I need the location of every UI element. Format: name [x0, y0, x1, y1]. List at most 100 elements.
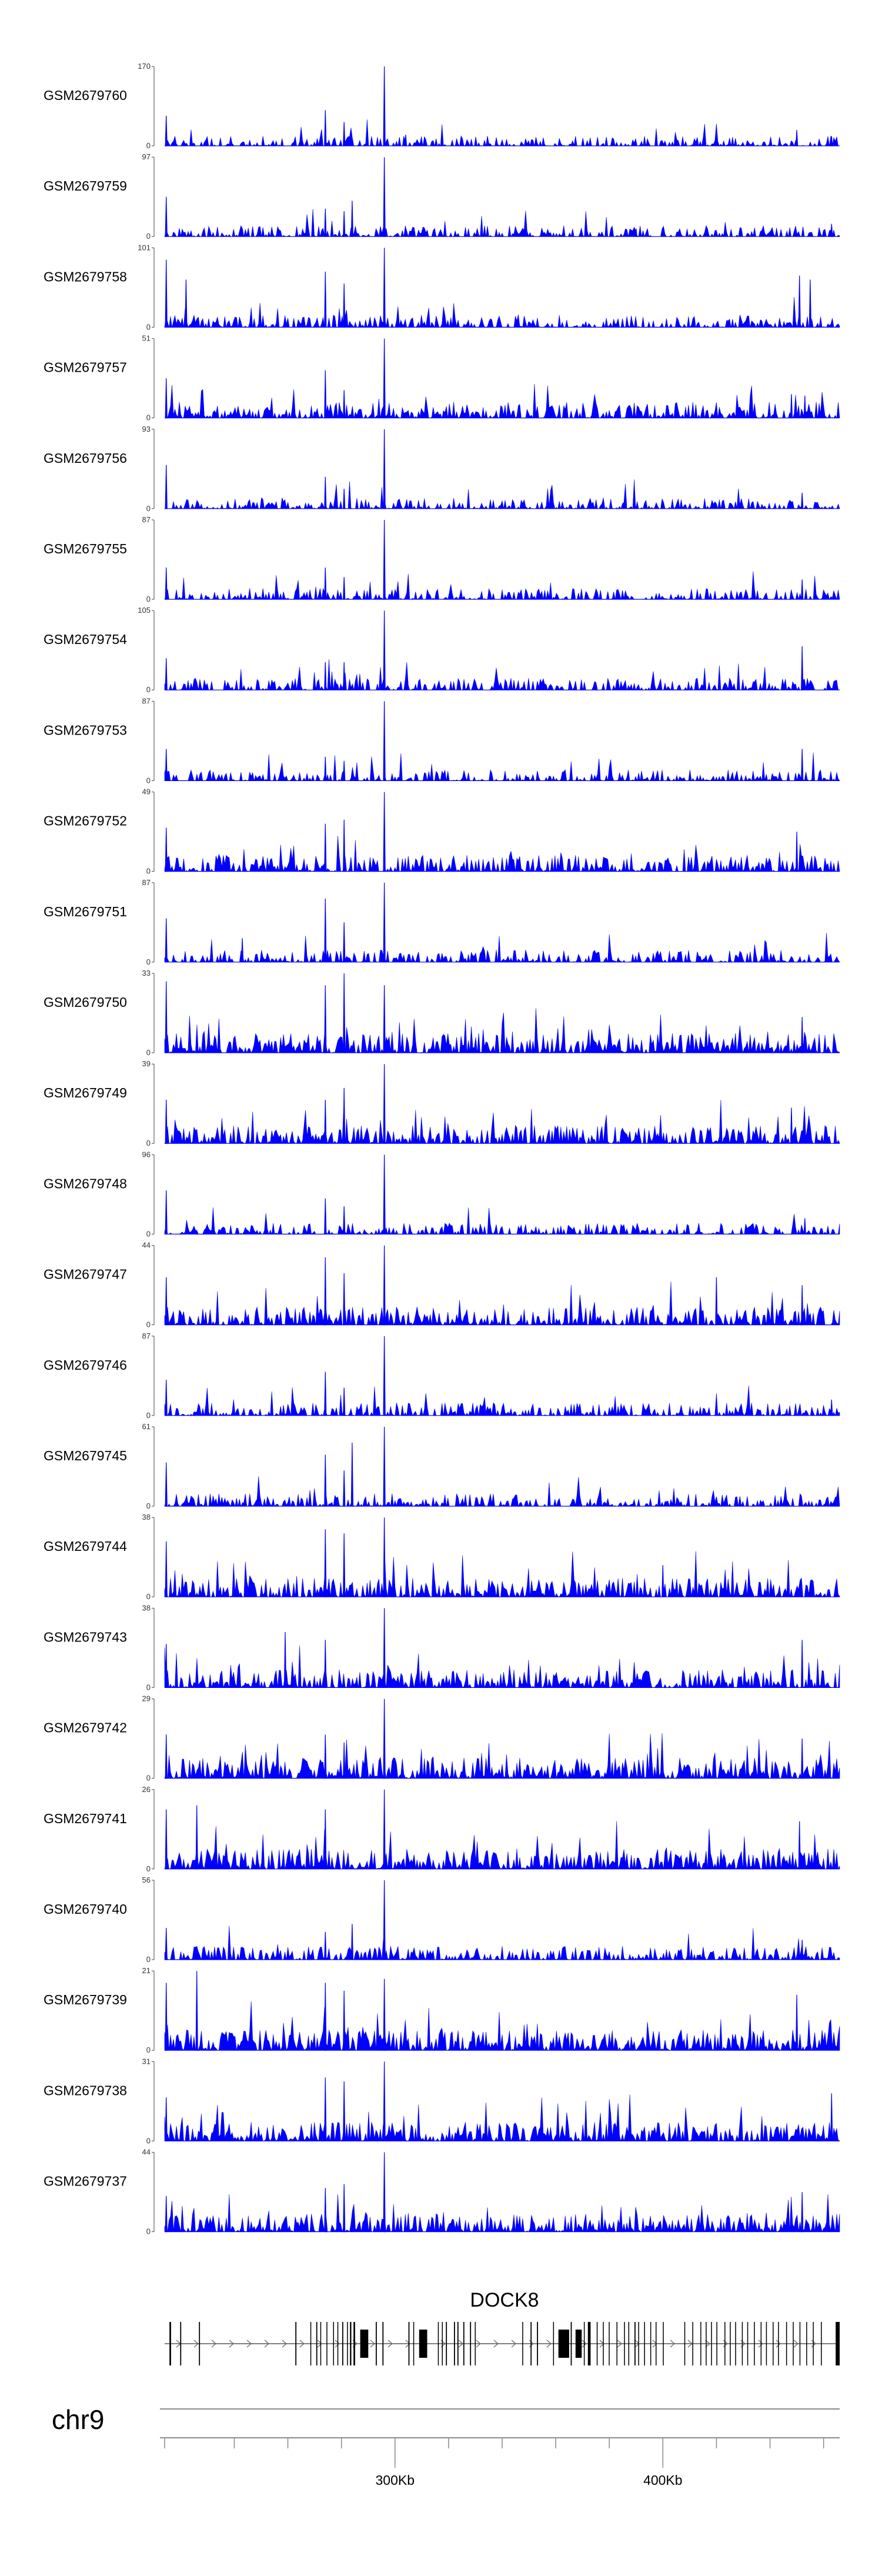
exon-block — [836, 2322, 840, 2365]
coverage-peak — [324, 2077, 327, 2141]
coverage-peak — [195, 1971, 198, 2051]
coverage-peak — [830, 2093, 833, 2141]
exon-block — [766, 2322, 767, 2365]
coverage-peak — [383, 338, 386, 419]
coverage-peak — [383, 2152, 386, 2233]
coverage-peak — [801, 646, 804, 690]
coverage-area — [164, 1926, 840, 1961]
coverage-peak — [343, 922, 346, 963]
exon-block — [754, 2322, 755, 2365]
coverage-peak — [803, 395, 806, 419]
coverage-peak — [165, 115, 168, 146]
coverage-peak — [790, 394, 793, 419]
sample-label: GSM2679744 — [44, 1539, 127, 1554]
strand-arrow-icon — [599, 2340, 604, 2348]
exon-block — [454, 2322, 455, 2365]
y-min-label: 0 — [146, 1048, 151, 1057]
y-max-label: 56 — [142, 1876, 151, 1884]
strand-arrow-icon — [705, 2340, 710, 2348]
coverage-peak — [324, 2188, 327, 2233]
y-min-label: 0 — [146, 1139, 151, 1147]
coverage-peak — [324, 1809, 327, 1870]
coverage-track: GSM2679758 101 0 — [44, 243, 840, 331]
coverage-peak — [343, 1470, 346, 1507]
axis-tick-label: 300Kb — [376, 2472, 415, 2488]
coverage-area — [164, 209, 840, 238]
coverage-peak — [343, 1087, 346, 1144]
coverage-peak — [801, 749, 804, 782]
coverage-track: GSM2679742 29 0 — [44, 1694, 840, 1783]
coverage-peak — [790, 1107, 793, 1144]
coverage-track: GSM2679753 87 0 — [44, 696, 840, 785]
coverage-track: GSM2679740 56 0 — [44, 1876, 840, 1964]
exon-block — [333, 2322, 334, 2365]
coverage-peak — [324, 1198, 327, 1234]
coverage-area — [164, 752, 840, 782]
coverage-peak — [801, 1017, 804, 1053]
exon-block — [537, 2322, 538, 2365]
strand-arrow-icon — [617, 2340, 622, 2348]
coverage-peak — [165, 1927, 168, 1960]
coverage-peak — [165, 918, 168, 963]
y-min-label: 0 — [146, 322, 151, 331]
sample-label: GSM2679738 — [44, 2083, 127, 2098]
exon-block — [575, 2330, 582, 2358]
coverage-peak — [324, 208, 327, 237]
coverage-peak — [383, 701, 386, 782]
coverage-peak — [383, 1064, 386, 1144]
coverage-peak — [343, 577, 346, 600]
strand-arrow-icon — [299, 2340, 305, 2348]
exon-block — [778, 2322, 779, 2365]
coverage-peak — [350, 201, 354, 237]
exon-block — [350, 2322, 352, 2365]
y-max-label: 87 — [142, 878, 151, 887]
coverage-peak — [165, 196, 168, 237]
coverage-peak — [795, 832, 799, 872]
coverage-peak — [350, 1442, 354, 1507]
sample-label: GSM2679747 — [44, 1267, 127, 1282]
coverage-peak — [383, 1699, 386, 1779]
strand-arrow-icon — [193, 2340, 199, 2348]
y-max-label: 26 — [142, 1785, 151, 1794]
coverage-peak — [383, 1978, 386, 2051]
coverage-area — [164, 296, 840, 328]
coverage-peak — [343, 1742, 346, 1779]
gene-annotation-track: DOCK8 — [165, 2289, 840, 2365]
exon-block — [730, 2322, 731, 2365]
coverage-peak — [324, 823, 327, 872]
exon-block — [821, 2322, 822, 2365]
coverage-peak — [343, 211, 346, 237]
sample-label: GSM2679755 — [44, 541, 127, 556]
gene-name-label: DOCK8 — [470, 2289, 539, 2311]
coverage-peak — [195, 1805, 198, 1870]
strand-arrow-icon — [476, 2340, 481, 2348]
coverage-peak — [343, 2081, 346, 2141]
coverage-track: GSM2679755 87 0 — [44, 515, 840, 603]
exon-block — [596, 2322, 598, 2365]
coverage-peak — [165, 749, 168, 782]
coverage-area — [165, 383, 840, 419]
exon-block — [663, 2322, 664, 2365]
coverage-peak — [165, 378, 168, 419]
coverage-peak — [165, 465, 168, 509]
exon-block — [326, 2322, 328, 2365]
y-max-label: 29 — [142, 1694, 151, 1703]
coverage-peak — [324, 110, 327, 146]
exon-block — [813, 2322, 814, 2365]
coverage-track: GSM2679739 21 0 — [44, 1966, 840, 2054]
coverage-peak — [165, 1099, 168, 1144]
coverage-peak — [165, 259, 168, 328]
coverage-area — [164, 479, 840, 509]
strand-arrow-icon — [776, 2340, 781, 2348]
exon-block — [799, 2322, 801, 2365]
exon-block — [463, 2322, 465, 2365]
coverage-area — [164, 933, 840, 963]
coverage-peak — [383, 248, 386, 328]
coverage-peak — [383, 1608, 386, 1688]
exon-block — [628, 2322, 630, 2365]
coverage-area — [164, 1733, 840, 1779]
strand-arrow-icon — [335, 2340, 340, 2348]
coverage-peak — [801, 1285, 804, 1326]
strand-arrow-icon — [246, 2340, 252, 2348]
coverage-track: GSM2679751 87 0 — [44, 878, 840, 966]
